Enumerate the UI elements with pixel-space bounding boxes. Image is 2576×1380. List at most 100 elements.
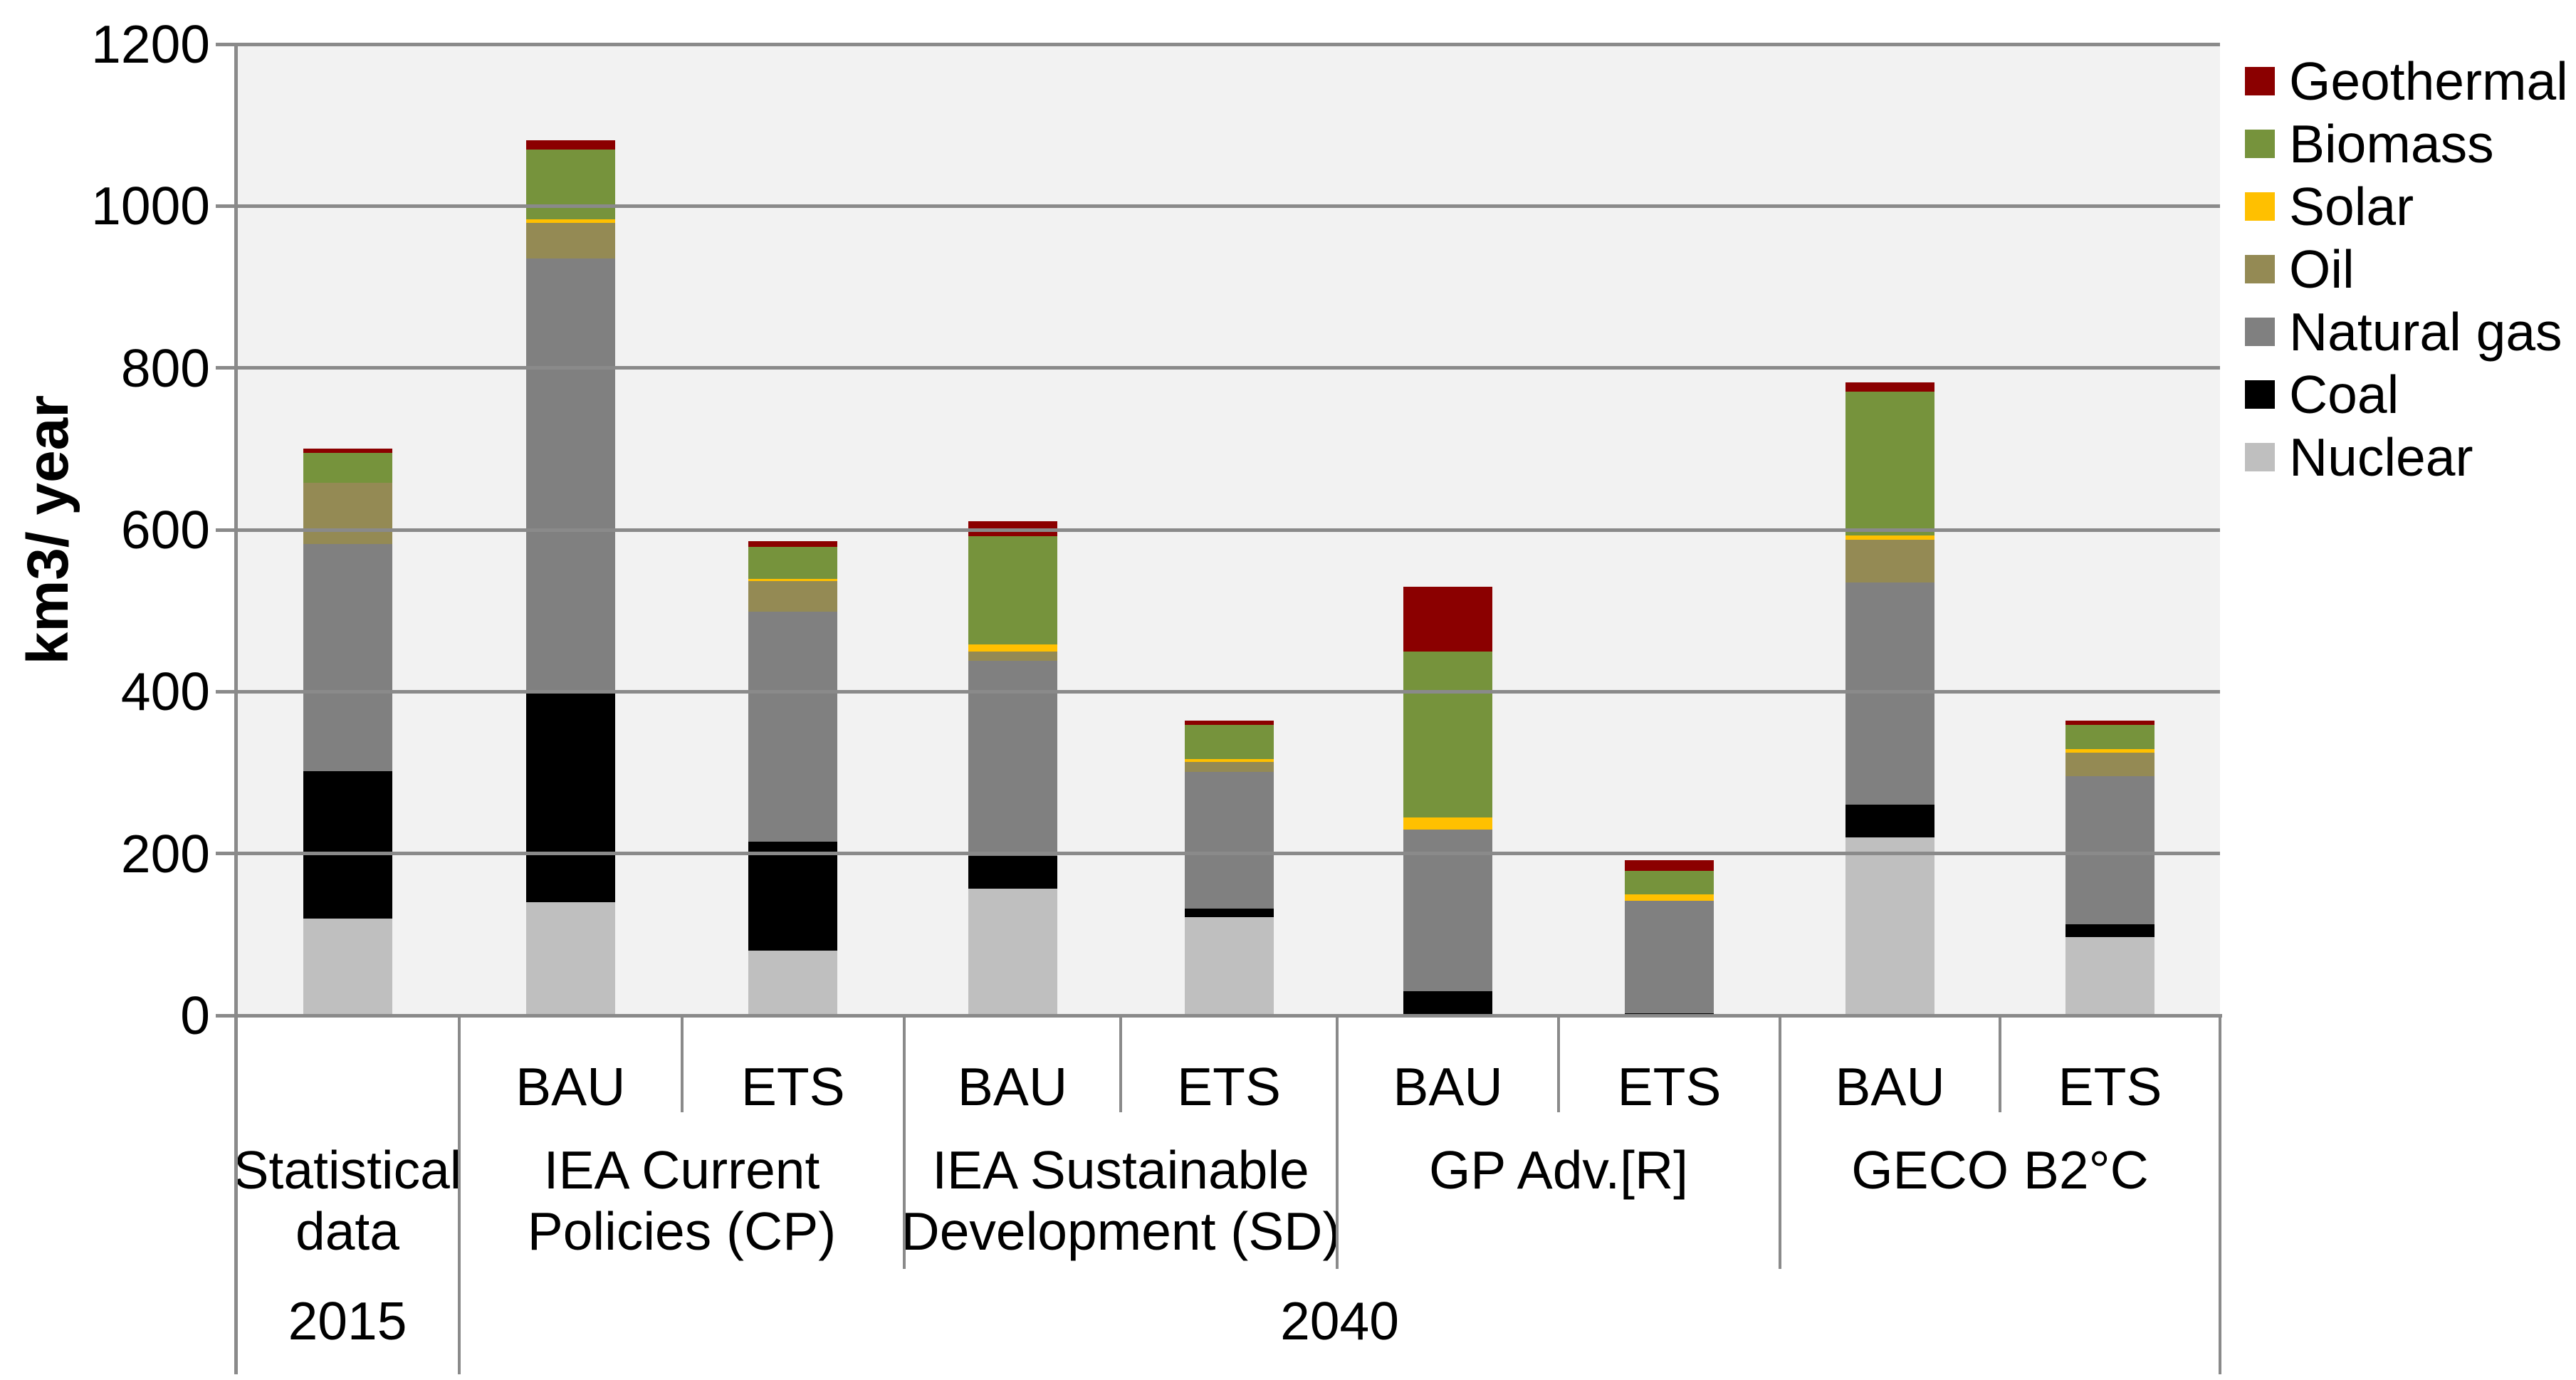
segment-natural-gas — [525, 258, 615, 691]
segment-coal — [2065, 924, 2154, 937]
segment-natural-gas — [2065, 775, 2154, 924]
y-tick-label-200: 200 — [120, 823, 210, 884]
x-group-label-line: Statistical — [233, 1140, 462, 1200]
segment-geothermal — [303, 449, 392, 454]
year-separator — [458, 1015, 461, 1374]
geothermal-swatch-icon — [2245, 67, 2275, 95]
segment-coal — [303, 770, 392, 919]
bar-iea-current-policies-cp--bau — [525, 44, 615, 1015]
segment-natural-gas — [1403, 829, 1492, 991]
segment-coal — [1184, 908, 1274, 918]
group-separator — [1336, 1015, 1339, 1269]
segment-solar — [1184, 758, 1274, 763]
legend-label: Solar — [2289, 177, 2414, 236]
segment-solar — [1403, 817, 1492, 830]
segment-nuclear — [303, 918, 392, 1015]
legend-item-natural-gas: Natural gas — [2245, 300, 2562, 363]
bar-geco-b2-c-bau — [1845, 44, 1934, 1015]
legend-item-nuclear: Nuclear — [2245, 426, 2473, 488]
x-group-label-line: IEA Sustainable — [932, 1140, 1309, 1200]
segment-geothermal — [1403, 586, 1492, 652]
segment-coal — [1845, 805, 1934, 837]
legend-label: Geothermal — [2289, 51, 2568, 111]
segment-geothermal — [1625, 859, 1714, 871]
y-tickmark-800 — [216, 366, 236, 370]
segment-solar — [1625, 894, 1714, 901]
segment-biomass — [1845, 391, 1934, 535]
legend-label: Oil — [2289, 239, 2355, 299]
x-sub-label-bau: BAU — [515, 1057, 626, 1117]
segment-oil — [303, 483, 392, 545]
solar-swatch-icon — [2245, 192, 2275, 221]
x-group-label-line: Development (SD) — [901, 1201, 1341, 1261]
x-sub-label-bau: BAU — [957, 1057, 1068, 1117]
sub-separator — [1557, 1015, 1560, 1112]
legend-label: Biomass — [2289, 114, 2494, 174]
legend-item-biomass: Biomass — [2245, 113, 2494, 175]
segment-coal — [748, 841, 838, 951]
nuclear-swatch-icon — [2245, 443, 2275, 471]
segment-solar — [1845, 535, 1934, 540]
sub-separator — [1999, 1015, 2001, 1112]
sub-separator — [680, 1015, 684, 1112]
x-group-label-line: data — [295, 1201, 399, 1261]
segment-solar — [748, 579, 838, 581]
segment-nuclear — [1845, 837, 1934, 1015]
bar-gp-adv-r--bau — [1403, 44, 1492, 1015]
bar-iea-sustainable-development-sd--ets — [1184, 44, 1274, 1015]
x-group-label-line: GP Adv.[R] — [1428, 1140, 1689, 1200]
y-tick-label-1200: 1200 — [91, 14, 210, 74]
y-tick-label-1000: 1000 — [91, 176, 210, 236]
segment-geothermal — [2065, 721, 2154, 725]
segment-nuclear — [1184, 917, 1274, 1015]
segment-natural-gas — [748, 611, 838, 842]
x-group-label-line: GECO B2°C — [1851, 1140, 2149, 1200]
segment-oil — [1845, 539, 1934, 582]
segment-nuclear — [968, 888, 1057, 1015]
y-tickmark-600 — [216, 528, 236, 532]
y-tick-label-0: 0 — [180, 986, 210, 1045]
segment-oil — [1184, 762, 1274, 772]
legend-label: Nuclear — [2289, 427, 2473, 487]
gridline-1200 — [236, 42, 2220, 46]
x-year-label-2015: 2015 — [288, 1291, 407, 1351]
y-axis-line — [234, 44, 238, 1374]
segment-oil — [525, 223, 615, 259]
segment-natural-gas — [1625, 900, 1714, 1013]
y-tickmark-400 — [216, 689, 236, 694]
gridline-800 — [236, 366, 2220, 370]
oil-swatch-icon — [2245, 255, 2275, 283]
x-group-label-line: Policies (CP) — [527, 1201, 837, 1261]
segment-geothermal — [748, 540, 838, 547]
x-sub-label-ets: ETS — [740, 1057, 845, 1117]
y-tickmark-1000 — [216, 204, 236, 208]
group-separator — [903, 1015, 906, 1269]
segment-natural-gas — [1845, 582, 1934, 805]
segment-biomass — [1625, 870, 1714, 894]
x-sub-label-ets: ETS — [2058, 1057, 2162, 1117]
segment-geothermal — [525, 140, 615, 150]
legend-item-coal: Coal — [2245, 363, 2399, 426]
gridline-600 — [236, 528, 2220, 532]
x-sub-label-bau: BAU — [1393, 1057, 1503, 1117]
biomass-swatch-icon — [2245, 130, 2275, 158]
segment-coal — [968, 856, 1057, 889]
segment-coal — [1403, 990, 1492, 1015]
segment-nuclear — [525, 901, 615, 1015]
segment-biomass — [303, 453, 392, 483]
y-tick-label-800: 800 — [120, 338, 210, 398]
legend-item-geothermal: Geothermal — [2245, 50, 2568, 113]
legend-label: Coal — [2289, 365, 2399, 424]
segment-biomass — [525, 149, 615, 219]
y-tickmark-0 — [216, 1013, 236, 1018]
x-year-label-2040: 2040 — [1280, 1291, 1399, 1351]
x-sub-label-ets: ETS — [1177, 1057, 1281, 1117]
segment-geothermal — [1845, 382, 1934, 392]
x-group-label-3: GP Adv.[R] — [1060, 1139, 2057, 1201]
y-tickmark-1200 — [216, 42, 236, 46]
segment-oil — [968, 651, 1057, 662]
bar-iea-current-policies-cp--ets — [748, 44, 838, 1015]
legend-item-oil: Oil — [2245, 238, 2355, 300]
segment-geothermal — [1184, 721, 1274, 725]
